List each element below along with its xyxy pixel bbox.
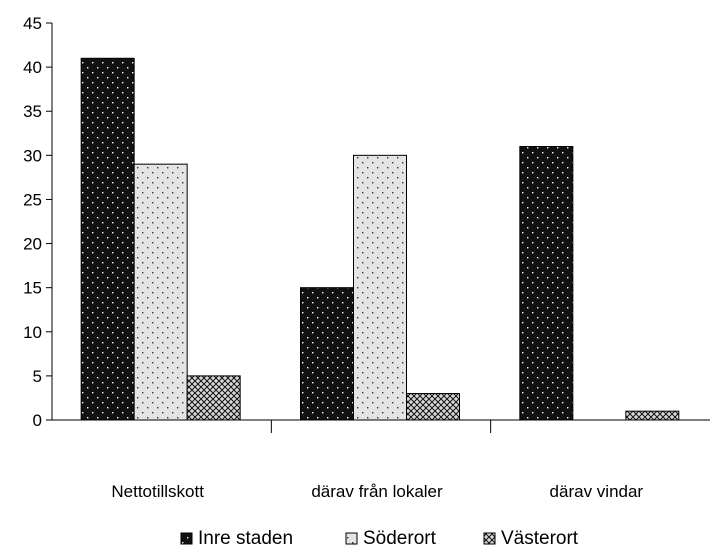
category-labels: Nettotillskott därav från lokaler därav vi… — [111, 482, 643, 501]
y-tick-label: 15 — [23, 279, 42, 298]
legend-swatch — [345, 532, 358, 545]
y-tick-label: 20 — [23, 235, 42, 254]
x-category-label: därav från lokaler — [311, 482, 443, 501]
y-tick-label: 45 — [23, 14, 42, 33]
legend-swatch — [180, 532, 193, 545]
x-category-label: Nettotillskott — [111, 482, 204, 501]
y-tick-label: 30 — [23, 146, 42, 165]
y-tick-label: 40 — [23, 58, 42, 77]
bar-v-sterort-2 — [406, 393, 460, 421]
x-category-label: därav vindar — [550, 482, 644, 501]
legend-label: Inre staden — [198, 528, 293, 549]
legend-swatch — [483, 532, 496, 545]
bar-inre-staden-3 — [519, 146, 574, 421]
bars — [80, 57, 680, 421]
y-tick-label: 5 — [33, 367, 42, 386]
y-tick-label: 35 — [23, 102, 42, 121]
legend-label: Västerort — [501, 528, 579, 549]
legend: Inre staden Söderort Västerort — [180, 528, 579, 549]
bar-inre-staden-1 — [80, 57, 135, 421]
y-tick-label: 10 — [23, 323, 42, 342]
x-axis — [52, 419, 710, 433]
y-axis: 0 5 10 15 20 25 30 35 40 45 — [23, 14, 53, 430]
bar-s-derort-2 — [353, 154, 407, 421]
y-tick-label: 25 — [23, 190, 42, 209]
bar-s-derort-1 — [133, 163, 188, 421]
y-tick-label: 0 — [33, 411, 42, 430]
legend-label: Söderort — [363, 528, 437, 549]
bar-inre-staden-2 — [300, 287, 354, 421]
bar-v-sterort-3 — [625, 410, 680, 421]
bar-v-sterort-1 — [186, 375, 241, 421]
